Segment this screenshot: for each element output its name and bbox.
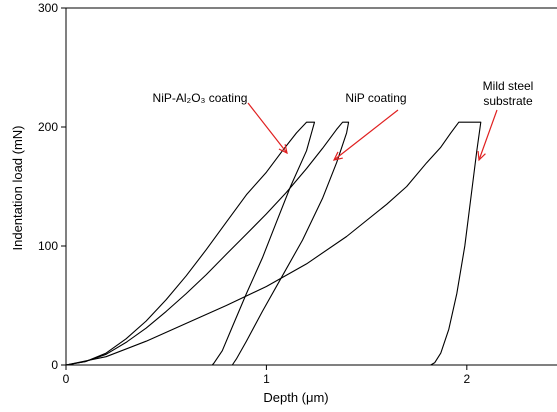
x-axis-title: Depth (μm): [263, 390, 328, 405]
axes: 0 100 200 300 0 1 2: [38, 1, 557, 386]
axis-frame: [65, 8, 557, 366]
y-axis-title: Indentation load (mN): [10, 125, 25, 250]
annotations: NiP-Al₂O₃ coating NiP coating Mild steelsu…: [153, 79, 534, 162]
series-label-0: NiP-Al₂O₃ coating: [153, 91, 248, 105]
y-tick-label: 200: [38, 120, 58, 134]
callout-arrow-2: [478, 109, 498, 161]
callout-arrowhead-1: [332, 151, 343, 161]
x-tick-label: 0: [63, 372, 70, 386]
y-tick-label: 0: [51, 358, 58, 372]
callout-arrowhead-2: [477, 150, 486, 162]
callout-arrow-0: [247, 102, 288, 154]
y-tick-label: 100: [38, 239, 58, 253]
y-tick-label: 300: [38, 1, 58, 15]
callout-arrowhead-0: [278, 144, 288, 155]
series-label-1: NiP coating: [345, 91, 406, 105]
x-tick-label: 2: [463, 372, 470, 386]
series-curve-2: [65, 121, 482, 366]
series-curve-0: [65, 121, 316, 366]
x-tick-label: 1: [263, 372, 270, 386]
curves: [65, 121, 482, 366]
series-label-2: substrate: [483, 94, 533, 108]
series-label-2: Mild steel: [483, 79, 534, 93]
callout-arrow-1: [333, 109, 399, 161]
series-curve-1: [65, 121, 350, 366]
